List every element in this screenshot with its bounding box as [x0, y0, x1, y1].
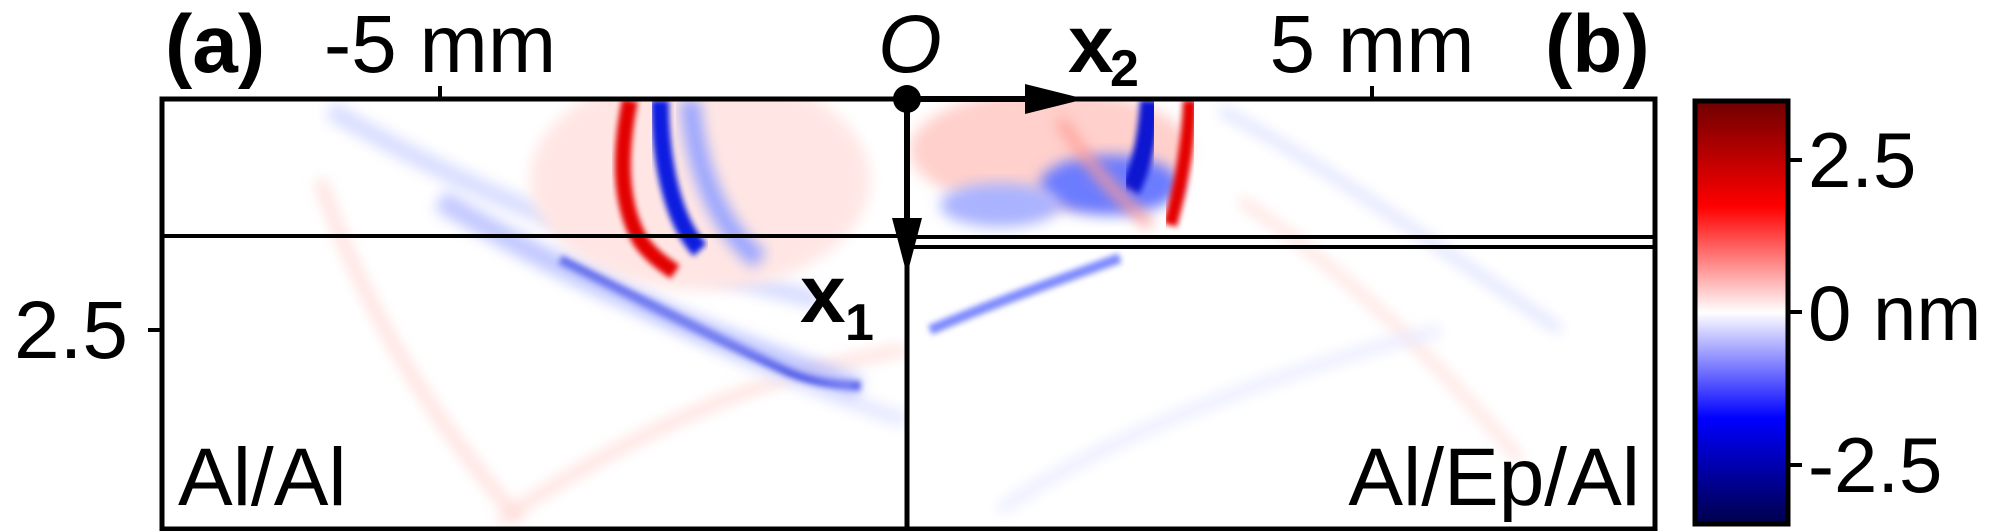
panel-b-field [907, 99, 1655, 529]
panel-b-label: (b) [1545, 0, 1650, 90]
tick-label-top-left: -5 mm [324, 0, 556, 90]
x2-axis-subscript: 2 [1110, 40, 1139, 98]
blue-pulse-a-light [680, 99, 767, 268]
material-label-left: Al/Al [178, 432, 347, 523]
x2-axis-label: x [1068, 0, 1114, 90]
material-label-right: Al/Ep/Al [1348, 432, 1640, 523]
x1-axis-subscript: 1 [845, 294, 874, 352]
blue-pulse-a [651, 99, 707, 257]
wavefront-faint-a2 [315, 178, 524, 524]
blue-pulse-b [1120, 99, 1160, 195]
faint-lines-b2 [1237, 196, 1524, 463]
wavefront-faint-a3 [497, 345, 906, 525]
panel-a-field [162, 99, 907, 529]
faint-lines-b1 [1218, 106, 1563, 334]
blue-headwave-b [928, 253, 1122, 335]
red-wisp-b [1055, 117, 1154, 229]
colorbar-gradient [1692, 98, 1791, 527]
x2-arrowhead [1025, 84, 1085, 114]
pink-glow-a [530, 99, 870, 290]
faint-lines-b3 [997, 325, 1442, 515]
panel-a-label: (a) [165, 0, 265, 90]
colorbar-label-mid: 0 nm [1808, 269, 1981, 357]
colorbar-label-min: -2.5 [1808, 421, 1942, 509]
x1-arrowhead [892, 218, 922, 275]
blue-headwave-a-halo [434, 190, 864, 399]
origin-label: O [878, 0, 942, 90]
red-pulse-a [614, 99, 680, 279]
x1-axis-label: x [800, 249, 846, 340]
blue-cluster-b2 [940, 183, 1060, 227]
colorbar-label-max: 2.5 [1808, 116, 1916, 204]
tick-label-left: 2.5 [14, 285, 128, 376]
panel-b-frame [904, 96, 1658, 531]
red-pulse-b [1163, 99, 1197, 227]
tick-label-top-right: 5 mm [1270, 0, 1475, 90]
